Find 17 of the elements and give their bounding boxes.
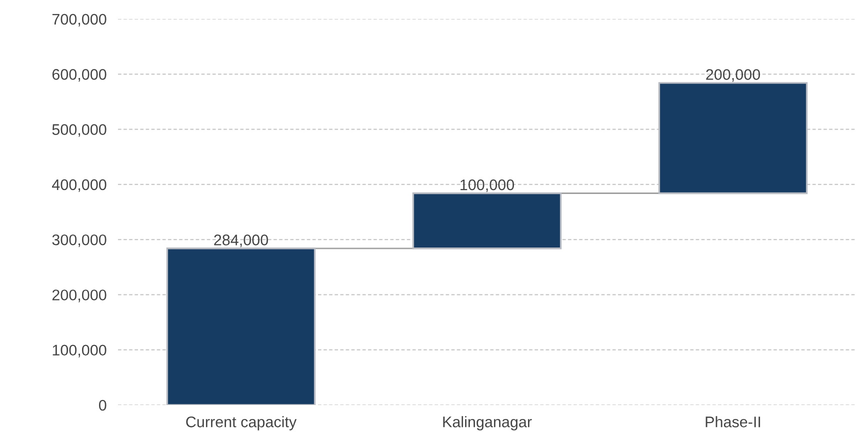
x-tick-label: Phase-II [706,416,760,428]
data-label: 200,000 [706,69,760,82]
x-tick-label: Kalinganagar [443,416,532,430]
y-tick-label: 300,000 [52,234,106,248]
y-tick-label: 200,000 [52,290,106,302]
y-tick-label: 400,000 [52,179,106,192]
data-label: 100,000 [460,179,514,192]
x-tick-label: Current capacity [186,416,297,430]
y-tick-label: 0 [98,400,106,411]
y-tick-label: 600,000 [52,69,106,82]
y-tick-label: 100,000 [52,344,106,358]
y-tick-label: 700,000 [52,14,106,26]
bar [412,192,562,250]
data-label: 284,000 [214,234,268,248]
bar [658,82,808,194]
bar [166,248,316,405]
y-tick-label: 500,000 [52,124,106,137]
